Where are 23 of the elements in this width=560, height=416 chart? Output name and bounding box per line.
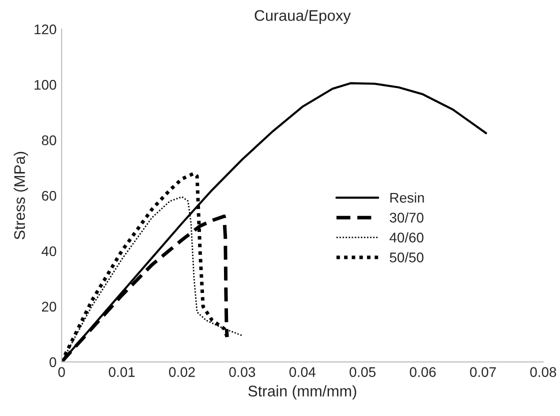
x-tick-label: 0.04 — [289, 367, 316, 377]
y-axis-title: Stress (MPa) — [14, 152, 28, 240]
legend-label: 40/60 — [390, 232, 424, 242]
y-tick-label: 40 — [42, 246, 56, 256]
y-tick-label: 80 — [42, 135, 56, 146]
y-tick-label: 120 — [34, 24, 56, 34]
x-axis-title: Strain (mm/mm) — [248, 385, 356, 400]
y-tick-label: 20 — [42, 302, 56, 312]
legend-label: 50/50 — [390, 252, 424, 262]
chart-title: Curaua/Epoxy — [254, 10, 351, 24]
x-tick-label: 0.03 — [229, 367, 256, 377]
x-tick-label: 0.05 — [350, 367, 376, 377]
y-tick-label: 0 — [50, 357, 56, 368]
x-tick-label: 0 — [58, 367, 65, 377]
x-tick-label: 0.01 — [108, 367, 135, 377]
x-tick-label: 0.08 — [530, 367, 556, 377]
x-tick-label: 0.06 — [410, 367, 436, 377]
legend-label: 30/70 — [390, 212, 424, 223]
y-tick-label: 60 — [42, 190, 56, 201]
y-tick-label: 100 — [34, 80, 56, 90]
x-tick-label: 0.07 — [470, 367, 496, 377]
x-tick-label: 0.02 — [169, 367, 195, 377]
legend-label: Resin — [390, 192, 424, 203]
